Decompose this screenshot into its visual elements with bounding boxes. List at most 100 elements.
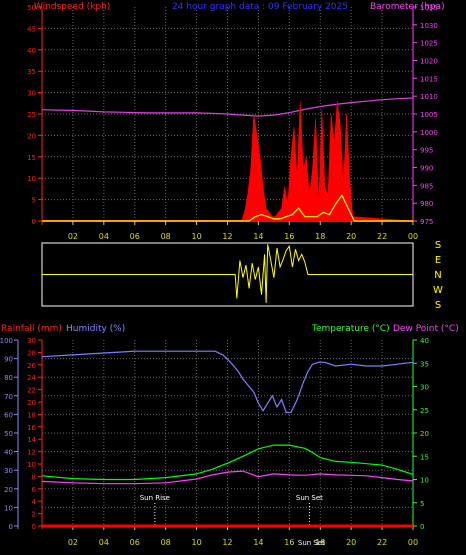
series-barometer	[41, 97, 414, 117]
direction-label: S	[435, 300, 441, 311]
rain-tick-label: 80	[4, 374, 13, 382]
rain-axis-title: Rainfall (mm)	[1, 324, 62, 334]
x-tick-label: 22	[377, 538, 387, 547]
x-tick-label: 08	[161, 232, 171, 241]
temp-tick-label: 25	[420, 407, 429, 415]
rain-tick-label: 30	[4, 467, 13, 475]
temp-tick-label: 0	[420, 523, 424, 531]
baro-tick-label: 985	[420, 182, 433, 190]
series-wind-direction	[42, 244, 413, 303]
humidity-tick-label: 0	[32, 523, 36, 531]
direction-label: S	[435, 240, 441, 251]
wind-tick-label: 35	[27, 68, 36, 76]
series-humidity	[41, 350, 414, 414]
baro-tick-label: 1020	[420, 58, 438, 66]
series-wind_gust	[42, 101, 414, 222]
temp-tick-label: 20	[420, 430, 429, 438]
x-tick-label: 04	[99, 538, 109, 547]
humidity-tick-label: 16	[27, 424, 36, 432]
temp-tick-label: 40	[420, 337, 429, 345]
wind-tick-label: 40	[27, 47, 36, 55]
baro-tick-label: 1015	[420, 75, 438, 83]
wind-tick-label: 20	[27, 132, 36, 140]
series-temperature	[41, 444, 414, 481]
x-tick-label: 02	[68, 232, 78, 241]
x-tick-label: 04	[99, 232, 109, 241]
rain-tick-label: 60	[4, 411, 13, 419]
wind-tick-label: 0	[32, 218, 36, 226]
humidity-axis-title: Humidity (%)	[66, 324, 125, 334]
humidity-tick-label: 28	[27, 349, 36, 357]
x-tick-label: 14	[253, 538, 263, 547]
x-tick-label: 10	[191, 232, 201, 241]
series-wind_avg	[42, 194, 413, 222]
humidity-tick-label: 20	[27, 399, 36, 407]
x-tick-label: 00	[408, 538, 418, 547]
baro-tick-label: 990	[420, 165, 433, 173]
temp-tick-label: 30	[420, 384, 429, 392]
wind-tick-label: 25	[27, 111, 36, 119]
wind-tick-label: 5	[32, 197, 36, 205]
direction-label: N	[434, 270, 441, 281]
wind-tick-label: 45	[27, 25, 36, 33]
x-tick-label: 20	[346, 538, 356, 547]
temp-axis-title: Temperature (°C)	[311, 324, 390, 334]
x-tick-label: 18	[315, 232, 325, 241]
temp-tick-label: 10	[420, 477, 429, 485]
baro-tick-label: 995	[420, 147, 433, 155]
temp-tick-label: 5	[420, 500, 424, 508]
baro-tick-label: 1030	[420, 22, 438, 30]
wind-tick-label: 10	[27, 175, 36, 183]
direction-label: E	[435, 255, 441, 266]
sunset-label: Sun Set	[296, 494, 323, 502]
x-tick-label: 08	[161, 538, 171, 547]
baro-tick-label: 1035	[420, 4, 438, 12]
chart-title: 24 hour graph data : 09 February 2025	[172, 2, 348, 12]
x-tick-label: 16	[284, 538, 294, 547]
rain-tick-label: 0	[9, 523, 13, 531]
x-tick-label: 12	[222, 232, 232, 241]
temp-tick-label: 15	[420, 453, 429, 461]
humidity-tick-label: 30	[27, 337, 36, 345]
humidity-tick-label: 8	[32, 473, 36, 481]
wind-tick-label: 15	[27, 154, 36, 162]
wind-tick-label: 50	[27, 4, 36, 12]
rain-tick-label: 90	[4, 356, 13, 364]
humidity-tick-label: 22	[27, 387, 36, 395]
wind-axis-title: Windspeed (kph)	[34, 2, 110, 12]
humidity-tick-label: 24	[27, 374, 36, 382]
baro-tick-label: 1010	[420, 93, 438, 101]
humidity-tick-label: 12	[27, 449, 36, 457]
baro-tick-label: 1025	[420, 40, 438, 48]
humidity-tick-label: 2	[32, 511, 36, 519]
dewpoint-axis-title: Dew Point (°C)	[393, 324, 459, 334]
x-tick-label: 22	[377, 232, 387, 241]
wind-tick-label: 30	[27, 90, 36, 98]
temp-tick-label: 35	[420, 360, 429, 368]
sunset-axis-label: Sun Set	[298, 539, 325, 547]
humidity-tick-label: 4	[32, 498, 37, 506]
x-tick-label: 18	[315, 538, 325, 547]
humidity-tick-label: 18	[27, 411, 36, 419]
x-tick-label: 06	[130, 232, 140, 241]
x-tick-label: 16	[284, 232, 294, 241]
humidity-tick-label: 14	[27, 436, 36, 444]
humidity-tick-label: 6	[32, 486, 37, 494]
rain-tick-label: 100	[0, 337, 13, 345]
baro-tick-label: 980	[420, 200, 433, 208]
x-tick-label: 12	[222, 538, 232, 547]
x-tick-label: 02	[68, 538, 78, 547]
direction-label: W	[433, 285, 443, 296]
rain-tick-label: 70	[4, 393, 13, 401]
baro-axis-title: Barometer (hpa)	[370, 2, 445, 12]
x-tick-label: 06	[130, 538, 140, 547]
series-dew_point	[41, 470, 414, 485]
rain-tick-label: 10	[4, 504, 13, 512]
x-tick-label: 10	[191, 538, 201, 547]
x-tick-label: 20	[346, 232, 356, 241]
sunrise-label: Sun Rise	[140, 494, 170, 502]
humidity-tick-label: 26	[27, 362, 36, 370]
rain-tick-label: 20	[4, 486, 13, 494]
baro-tick-label: 975	[420, 218, 433, 226]
